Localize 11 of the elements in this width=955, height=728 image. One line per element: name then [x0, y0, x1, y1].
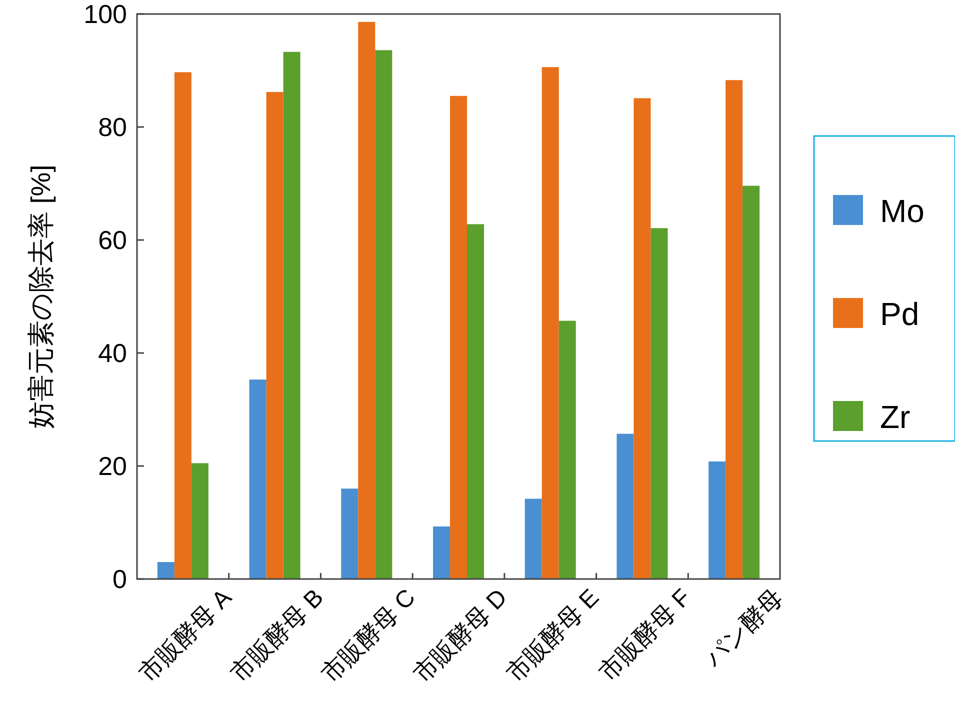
y-tick-label: 60: [98, 225, 127, 255]
legend-label: Mo: [880, 193, 924, 229]
y-tick-label: 0: [112, 564, 127, 594]
y-tick-label: 100: [84, 0, 127, 29]
y-tick-label: 40: [98, 338, 127, 368]
y-axis-title: 妨害元素の除去率 [%]: [26, 164, 56, 428]
x-tick-label: パン酵母: [699, 584, 788, 674]
y-tick-label: 20: [98, 451, 127, 481]
y-tick-label: 80: [98, 112, 127, 142]
legend-label: Zr: [880, 399, 911, 435]
legend-label: Pd: [880, 296, 920, 332]
